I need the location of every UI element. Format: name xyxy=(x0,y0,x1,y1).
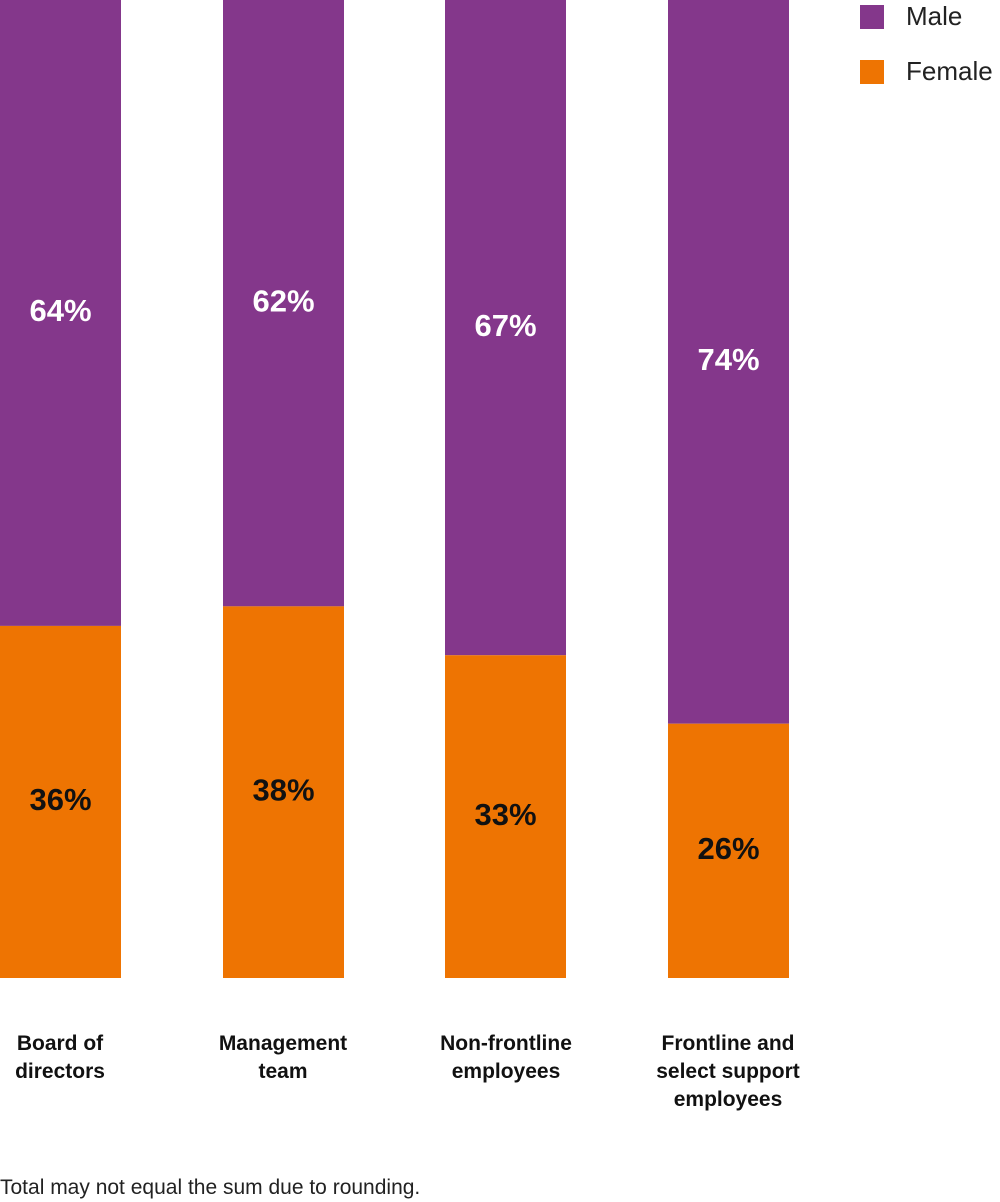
data-label-female: 26% xyxy=(697,831,759,866)
category-label-line: employees xyxy=(673,1088,783,1111)
data-label-male: 74% xyxy=(697,342,759,377)
bar-female xyxy=(668,723,789,978)
data-label-male: 62% xyxy=(252,283,314,318)
category-label-line: Non-frontline xyxy=(440,1032,572,1055)
stacked-bar-chart: 64% 36% 62% 38% 67% 33% 74% 26% xyxy=(0,0,789,978)
bar-male xyxy=(223,0,344,607)
category-label: Management team xyxy=(183,1030,383,1086)
legend-label-male: Male xyxy=(906,1,963,31)
category-label: Frontline and select support employees xyxy=(628,1030,828,1114)
category-label-line: team xyxy=(258,1060,308,1083)
legend-swatch-female xyxy=(860,60,884,84)
data-label-female: 38% xyxy=(252,772,314,807)
bar-female xyxy=(0,625,121,978)
bar-male xyxy=(668,0,789,724)
category-label: Board of directors xyxy=(0,1030,160,1086)
category-label: Non-frontline employees xyxy=(406,1030,606,1086)
legend-swatch-male xyxy=(860,5,884,29)
footnote: Total may not equal the sum due to round… xyxy=(0,1176,421,1199)
data-label-male: 64% xyxy=(29,293,91,328)
bar-female xyxy=(223,606,344,978)
bar-female xyxy=(445,655,566,978)
category-label-line: Board of xyxy=(16,1032,104,1055)
category-label-line: employees xyxy=(451,1060,561,1083)
bar-male xyxy=(445,0,566,656)
data-label-female: 33% xyxy=(474,797,536,832)
data-label-male: 67% xyxy=(474,308,536,343)
data-label-female: 36% xyxy=(29,782,91,817)
category-label-line: directors xyxy=(15,1060,105,1083)
category-label-line: Management xyxy=(218,1032,348,1055)
category-label-line: Frontline and xyxy=(661,1032,795,1055)
legend-label-female: Female xyxy=(906,56,993,86)
bar-male xyxy=(0,0,121,626)
category-label-line: select support xyxy=(656,1060,800,1083)
